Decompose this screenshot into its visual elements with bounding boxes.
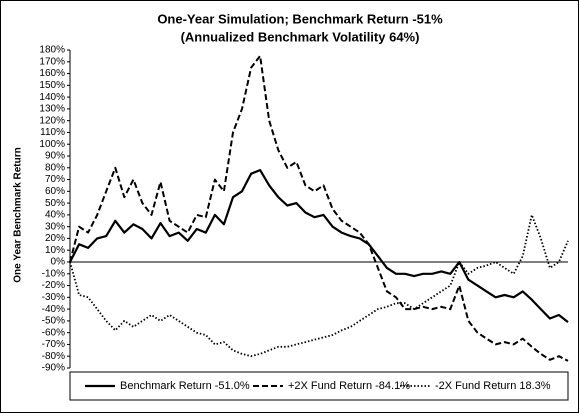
- y-tick-label: -40%: [42, 304, 65, 315]
- y-tick-label: -30%: [42, 292, 65, 303]
- y-tick-label: 120%: [39, 115, 65, 126]
- y-tick-label: -60%: [42, 327, 65, 338]
- y-tick-label: 20%: [45, 233, 65, 244]
- y-tick-label: 50%: [45, 198, 65, 209]
- legend-label: -2X Fund Return 18.3%: [435, 380, 551, 392]
- y-tick-label: 130%: [39, 104, 65, 115]
- y-tick-label: 80%: [45, 162, 65, 173]
- y-tick-label: -20%: [42, 280, 65, 291]
- y-tick-label: 170%: [39, 56, 65, 67]
- y-tick-label: 30%: [45, 221, 65, 232]
- y-tick-label: 90%: [45, 151, 65, 162]
- y-tick-label: 0%: [51, 257, 66, 268]
- y-tick-label: 10%: [45, 245, 65, 256]
- series-line: [69, 214, 569, 358]
- y-tick-label: -90%: [42, 363, 65, 374]
- y-tick-label: 160%: [39, 68, 65, 79]
- legend-label: +2X Fund Return -84.1%: [288, 380, 410, 392]
- y-tick-label: -10%: [42, 268, 65, 279]
- y-tick-label: -50%: [42, 316, 65, 327]
- legend-label: Benchmark Return -51.0%: [120, 380, 250, 392]
- y-tick-label: 110%: [40, 127, 65, 138]
- y-tick-label: 70%: [45, 174, 65, 185]
- y-tick-label: 100%: [39, 139, 65, 150]
- y-tick-label: 140%: [39, 92, 65, 103]
- legend-box: [69, 371, 569, 401]
- y-tick-label: -70%: [42, 339, 65, 350]
- y-tick-label: -80%: [42, 351, 65, 362]
- y-tick-label: 180%: [39, 45, 65, 56]
- series-line: [69, 54, 569, 362]
- y-tick-label: 60%: [45, 186, 65, 197]
- chart-subtitle: (Annualized Benchmark Volatility 64%): [181, 29, 420, 44]
- y-axis-label: One Year Benchmark Return: [13, 147, 24, 282]
- chart-title: One-Year Simulation; Benchmark Return -5…: [157, 11, 443, 26]
- y-tick-label: 40%: [45, 210, 65, 221]
- y-tick-label: 150%: [39, 80, 65, 91]
- series-line: [69, 169, 569, 323]
